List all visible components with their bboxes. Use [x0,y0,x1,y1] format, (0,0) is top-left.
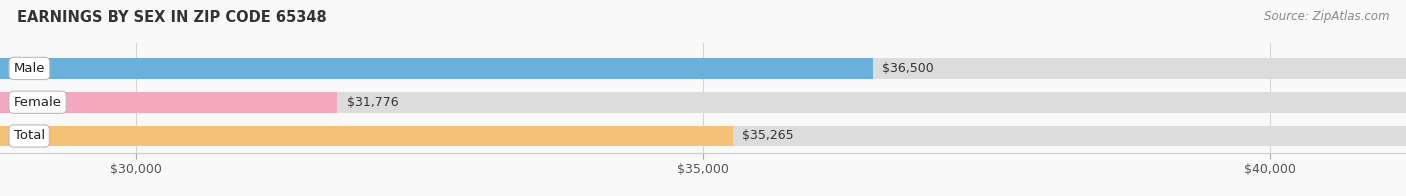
Bar [0,125,1406,146]
Text: $36,500: $36,500 [882,62,934,75]
Text: $35,265: $35,265 [742,130,794,142]
Bar [0,58,873,79]
Bar [0,125,733,146]
Text: $31,776: $31,776 [346,96,398,109]
Text: Male: Male [14,62,45,75]
Text: Total: Total [14,130,45,142]
Text: Female: Female [14,96,62,109]
Bar [0,58,1406,79]
Text: EARNINGS BY SEX IN ZIP CODE 65348: EARNINGS BY SEX IN ZIP CODE 65348 [17,10,326,25]
Bar [0,92,337,113]
Text: Source: ZipAtlas.com: Source: ZipAtlas.com [1264,10,1389,23]
Bar [0,92,1406,113]
